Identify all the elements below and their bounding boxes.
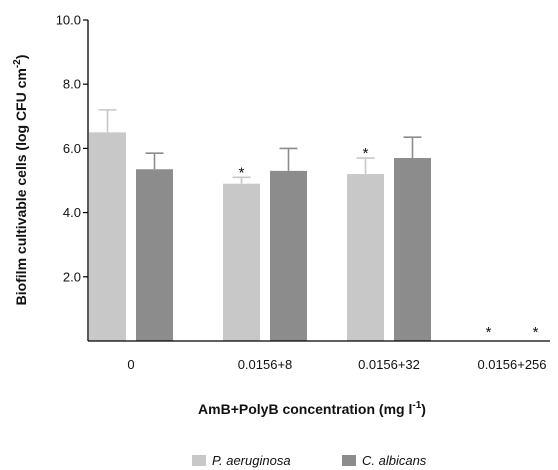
bars-layer <box>89 132 431 341</box>
y-tick-label: 2.0 <box>63 269 81 284</box>
legend: P. aeruginosa C. albicans <box>192 453 427 468</box>
legend-swatch-c-albicans <box>342 455 356 466</box>
x-tick-labels: 0 0.0156+8 0.0156+32 0.0156+256 <box>127 357 546 372</box>
y-ticks: 2.0 4.0 6.0 8.0 10.0 <box>56 13 88 284</box>
legend-label-p-aeruginosa: P. aeruginosa <box>212 453 291 468</box>
x-tick-label: 0 <box>127 357 134 372</box>
bar-c-albicans <box>270 170 307 341</box>
x-tick-label: 0.0156+8 <box>238 357 293 372</box>
significance-markers: * * * * <box>239 145 539 341</box>
y-tick-label: 10.0 <box>56 13 81 28</box>
significance-star: * <box>486 324 492 341</box>
bar-c-albicans <box>394 158 431 341</box>
bar-c-albicans <box>136 169 173 341</box>
legend-swatch-p-aeruginosa <box>192 455 206 466</box>
bar-p-aeruginosa <box>347 174 384 341</box>
y-tick-label: 6.0 <box>63 141 81 156</box>
significance-star: * <box>533 324 539 341</box>
bar-p-aeruginosa <box>89 132 126 341</box>
error-bars-layer <box>98 109 422 184</box>
y-tick-label: 4.0 <box>63 205 81 220</box>
y-axis-title: Biofilm cultivable cells (log CFU cm-2) <box>12 55 29 306</box>
x-tick-label: 0.0156+32 <box>358 357 420 372</box>
y-tick-label: 8.0 <box>63 77 81 92</box>
axes <box>87 20 550 342</box>
x-tick-label: 0.0156+256 <box>477 357 546 372</box>
x-axis-title: AmB+PolyB concentration (mg l-1) <box>198 400 426 417</box>
significance-star: * <box>363 145 369 162</box>
significance-star: * <box>239 164 245 181</box>
legend-label-c-albicans: C. albicans <box>362 453 427 468</box>
bar-p-aeruginosa <box>223 183 260 341</box>
